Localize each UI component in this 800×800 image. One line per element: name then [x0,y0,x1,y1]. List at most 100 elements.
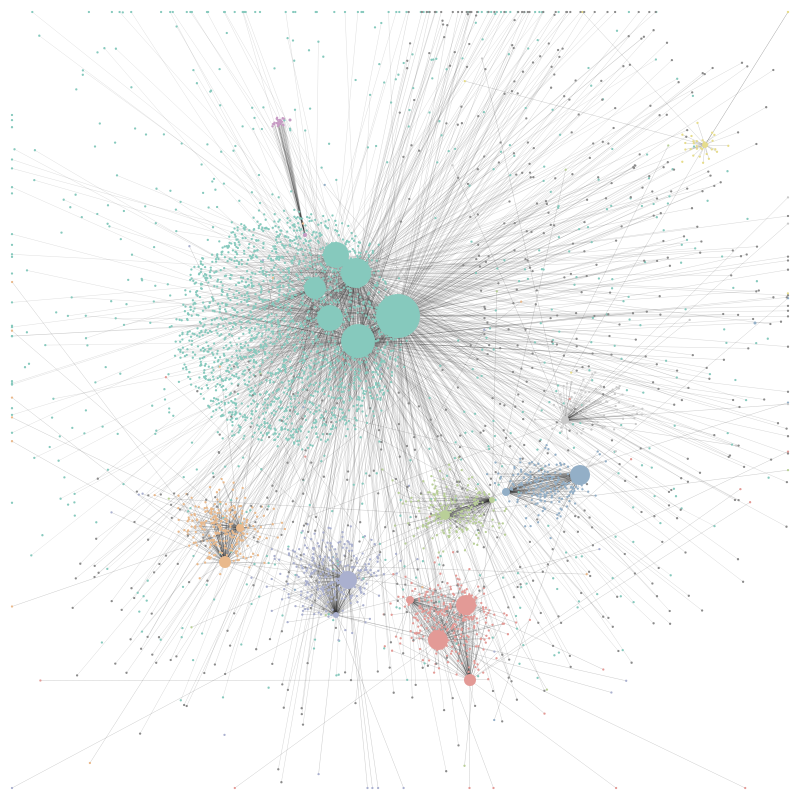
graph-node [618,323,621,326]
graph-node [204,375,207,378]
graph-node [317,611,320,614]
graph-node [233,517,236,520]
graph-node [430,606,433,609]
graph-node [95,521,98,524]
graph-node [139,647,143,650]
graph-node [319,438,323,441]
graph-node [484,621,488,624]
graph-node [240,643,243,646]
graph-node [159,10,163,14]
graph-node [306,389,309,392]
graph-node [513,154,516,158]
graph-node [367,300,371,303]
graph-node [179,699,182,702]
graph-node [366,786,369,790]
graph-node [614,106,617,110]
graph-node [241,276,245,279]
graph-node [256,530,259,533]
graph-node [243,413,246,417]
graph-node [408,197,411,201]
graph-node [546,563,550,566]
graph-node [384,282,387,285]
graph-node [482,429,485,432]
graph-node [354,251,357,254]
graph-node [348,549,351,553]
graph-node [477,254,481,257]
graph-node [543,487,546,490]
graph-node [329,432,332,436]
graph-node [633,164,636,167]
graph-node [287,593,290,596]
graph-node [96,51,99,54]
graph-node [416,568,419,571]
graph-node [316,574,320,577]
graph-node [262,345,266,348]
graph-node [334,366,337,369]
graph-node [260,298,264,301]
graph-node [402,61,405,65]
graph-node [179,348,182,352]
graph-node [286,438,289,442]
graph-node [300,590,303,593]
graph-node [257,438,260,441]
graph-node [241,521,244,525]
graph-node [526,141,530,144]
graph-node [587,404,590,407]
graph-node [606,10,609,14]
graph-node [336,360,340,363]
graph-node [445,656,449,659]
graph-node [194,541,197,544]
graph-node [39,679,42,682]
graph-node [279,572,282,576]
graph-node [474,21,477,24]
graph-node [241,415,245,418]
graph-node [541,472,545,476]
graph-node [245,583,248,586]
graph-node [219,363,223,366]
graph-node [69,206,72,209]
graph-node [283,317,286,320]
graph-node [162,133,166,136]
graph-node [379,396,382,400]
graph-node [164,554,168,557]
graph-node [516,500,519,504]
graph-node [339,288,343,292]
graph-node [249,275,252,279]
graph-node [613,344,616,347]
graph-node [291,239,294,243]
graph-node [591,544,595,547]
graph-node [146,538,150,541]
graph-node [583,509,586,512]
graph-node [237,465,240,468]
graph-node [332,569,335,573]
graph-node [433,626,437,630]
graph-node [632,166,635,169]
graph-node [342,400,345,403]
graph-node [383,385,386,388]
graph-node [214,257,218,261]
graph-node [549,490,553,494]
graph-node [336,345,339,348]
graph-node [254,511,257,515]
graph-node [250,355,253,359]
graph-node [509,174,512,177]
graph-node [230,355,234,358]
graph-node [201,257,205,260]
graph-node [190,268,193,271]
graph-node [273,554,276,558]
graph-node [199,392,202,396]
graph-node [324,545,328,549]
graph-node [343,418,346,422]
graph-node [301,279,304,282]
graph-node [571,423,575,426]
graph-node [337,673,340,676]
graph-node [390,649,394,652]
graph-node [575,369,578,372]
graph-node [278,256,281,259]
graph-node [571,492,575,495]
graph-node [293,59,296,62]
graph-node [349,596,352,600]
graph-node [468,567,471,571]
graph-node [325,420,328,424]
graph-node [121,11,124,14]
